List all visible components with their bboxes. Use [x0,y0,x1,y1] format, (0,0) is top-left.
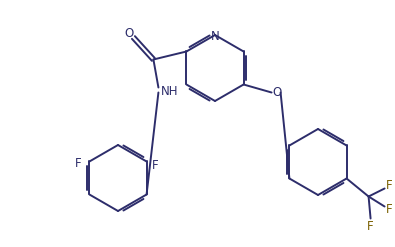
Text: N: N [211,29,219,42]
Text: F: F [367,220,374,233]
Text: O: O [125,27,134,40]
Text: F: F [386,179,393,192]
Text: F: F [75,157,82,170]
Text: F: F [152,159,159,172]
Text: F: F [386,203,393,216]
Text: NH: NH [161,85,178,98]
Text: O: O [272,86,281,99]
